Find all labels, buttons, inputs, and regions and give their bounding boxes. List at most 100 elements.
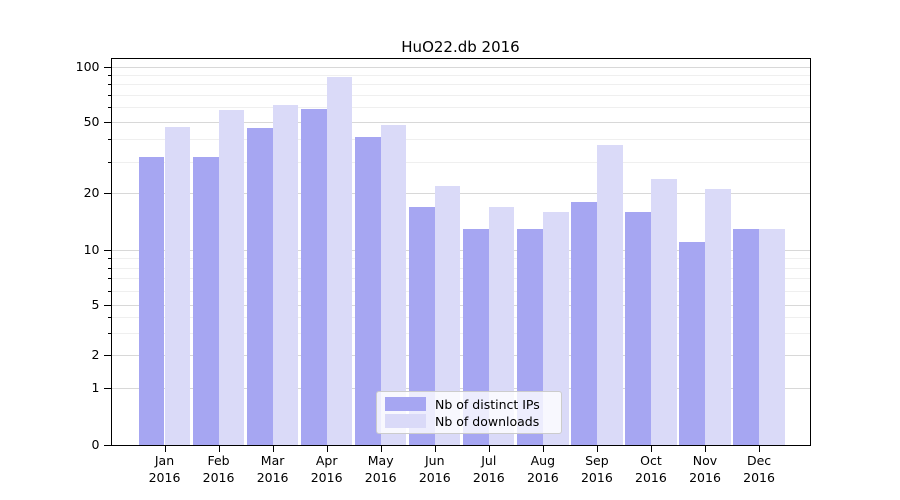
x-tick	[650, 445, 652, 452]
y-minor-tick	[107, 107, 112, 109]
y-tick	[103, 66, 112, 68]
bar-distinct-ips	[571, 201, 597, 445]
x-tick	[596, 445, 598, 452]
legend-swatch-downloads	[385, 414, 426, 428]
bar-distinct-ips	[300, 108, 327, 445]
y-minor-gridline	[111, 107, 810, 109]
y-tick-label: 20	[83, 185, 100, 201]
y-tick	[103, 250, 112, 251]
bar-distinct-ips	[138, 156, 165, 445]
bar-distinct-ips	[246, 128, 273, 445]
x-tick	[705, 445, 706, 452]
x-tick	[759, 445, 761, 452]
y-minor-tick	[107, 333, 112, 335]
y-tick-label: 10	[83, 242, 100, 257]
legend-label: Nb of distinct IPs	[435, 396, 540, 412]
y-minor-gridline	[111, 161, 810, 163]
x-tick-label-year: 2016	[148, 470, 181, 485]
y-minor-tick	[107, 317, 112, 319]
bar-downloads	[272, 104, 299, 445]
legend-label: Nb of downloads	[435, 413, 540, 429]
y-minor-tick	[107, 258, 112, 260]
x-tick-label-year: 2016	[526, 470, 559, 485]
x-tick	[488, 445, 490, 452]
y-minor-tick	[107, 161, 112, 163]
x-tick-label-month: Aug	[530, 453, 556, 468]
x-tick-label-month: Apr	[315, 453, 338, 468]
y-minor-tick	[107, 290, 112, 292]
y-tick-label: 0	[91, 437, 100, 452]
x-tick-label-month: Jun	[424, 453, 445, 468]
y-tick	[103, 193, 112, 195]
y-minor-tick	[107, 84, 112, 86]
bar-downloads	[759, 228, 785, 445]
y-minor-tick	[107, 95, 112, 96]
bar-distinct-ips	[625, 211, 651, 445]
y-tick-label: 100	[75, 58, 100, 74]
x-tick-label-month: Jul	[481, 453, 497, 468]
x-tick-label-year: 2016	[256, 470, 289, 485]
y-gridline	[111, 305, 810, 306]
legend-swatch-distinct-ips	[385, 397, 426, 411]
x-tick	[272, 445, 274, 452]
y-minor-tick	[107, 75, 112, 77]
y-tick-label: 5	[91, 297, 100, 312]
x-tick-label-month: Sep	[585, 453, 609, 468]
x-tick-label-year: 2016	[472, 470, 505, 485]
bar-downloads	[650, 179, 677, 445]
bar-downloads	[705, 189, 731, 445]
y-gridline	[111, 250, 810, 251]
y-tick-label: 2	[91, 347, 100, 363]
x-tick	[326, 445, 328, 452]
bar-distinct-ips	[192, 156, 219, 445]
bar-downloads	[218, 109, 245, 445]
x-tick-label-month: Feb	[207, 453, 230, 468]
y-minor-gridline	[111, 84, 810, 86]
legend: Nb of distinct IPs Nb of downloads	[376, 391, 562, 434]
y-tick	[103, 305, 112, 306]
x-tick-label-year: 2016	[580, 470, 613, 485]
x-tick-label-year: 2016	[364, 470, 397, 485]
y-tick	[103, 355, 112, 357]
chart-title: HuO22.db 2016	[401, 38, 520, 56]
y-minor-gridline	[111, 258, 810, 260]
y-gridline	[111, 388, 810, 390]
x-tick	[164, 445, 166, 452]
x-tick-label-month: Oct	[640, 453, 662, 468]
y-minor-gridline	[111, 278, 810, 280]
y-tick	[103, 388, 112, 390]
y-minor-gridline	[111, 95, 810, 96]
x-tick-label-year: 2016	[689, 470, 721, 485]
x-tick-label-month: Mar	[260, 453, 285, 468]
y-minor-gridline	[111, 139, 810, 141]
x-tick	[380, 445, 382, 452]
legend-row: Nb of downloads	[385, 413, 553, 429]
y-tick-label: 50	[83, 113, 100, 129]
x-tick-label-year: 2016	[202, 470, 235, 485]
y-minor-gridline	[111, 290, 810, 292]
x-tick	[218, 445, 220, 452]
y-minor-gridline	[111, 75, 810, 77]
y-minor-tick	[107, 278, 112, 280]
bar-downloads	[596, 145, 623, 445]
y-tick	[103, 121, 112, 123]
y-tick-label: 1	[91, 380, 100, 396]
x-tick	[434, 445, 436, 452]
x-tick-label-year: 2016	[310, 470, 343, 485]
y-tick	[103, 445, 112, 446]
x-tick-label-year: 2016	[743, 470, 775, 485]
x-tick-label-month: Jan	[154, 453, 175, 468]
y-minor-gridline	[111, 267, 810, 269]
bar-downloads	[164, 126, 191, 445]
x-tick-label-year: 2016	[418, 470, 451, 485]
y-minor-gridline	[111, 333, 810, 335]
y-gridline	[111, 355, 810, 357]
y-minor-gridline	[111, 317, 810, 319]
bar-distinct-ips	[679, 242, 705, 445]
x-tick-label-month: Dec	[746, 453, 772, 468]
x-tick-label-year: 2016	[635, 470, 667, 485]
legend-row: Nb of distinct IPs	[385, 396, 553, 412]
bar-distinct-ips	[733, 228, 760, 445]
x-tick-label-month: May	[367, 453, 394, 468]
y-minor-tick	[107, 139, 112, 141]
